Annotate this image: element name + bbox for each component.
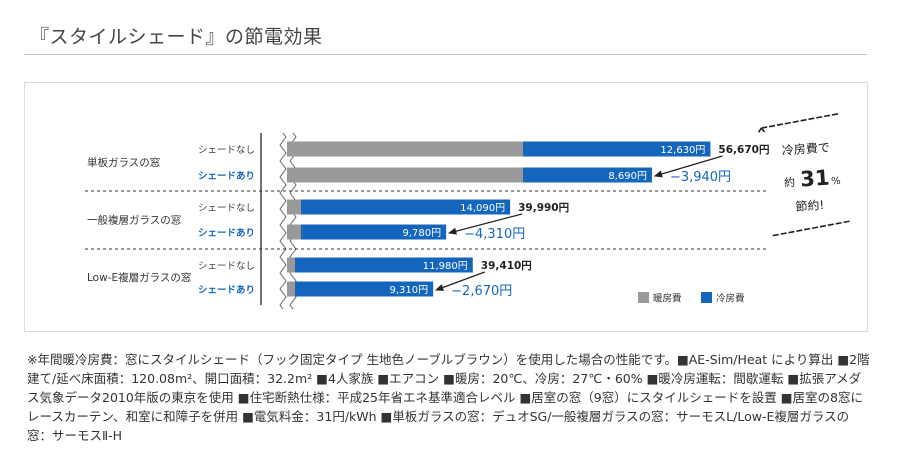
heating-bar: [287, 199, 301, 215]
chart-panel: 単板ガラスの窓 シェードなし 12,630円 56,670円 シェードあり 8,690円 −…: [24, 82, 868, 332]
savings-arrow: [447, 213, 523, 235]
cooling-value-label: 11,980円: [423, 261, 468, 272]
footnote: ※年間暖冷房費：窓にスタイルシェード（フック固定タイプ 生地色ノーブルブラウン）…: [27, 352, 870, 443]
page-title: 『スタイルシェード』の節電効果: [30, 26, 323, 48]
callout-number: 31: [799, 166, 830, 192]
legend-swatch: [638, 292, 649, 303]
cooling-bar: [523, 141, 711, 157]
title-divider: [24, 54, 867, 55]
savings-amount-label: −4,310円: [464, 227, 525, 242]
legend-swatch: [701, 292, 712, 303]
group-label: 一般複層ガラスの窓: [87, 214, 181, 227]
savings-amount-label: −3,940円: [670, 170, 731, 185]
cooling-value-label: 9,780円: [402, 228, 441, 239]
cooling-bar: [301, 199, 511, 215]
axis-break-line-right: [289, 132, 297, 310]
heating-bar: [287, 167, 523, 183]
cooling-value-label: 12,630円: [660, 145, 705, 156]
callout-line1: 冷房費で: [781, 139, 830, 157]
cooling-value-label: 14,090円: [460, 203, 505, 214]
legend-label: 暖房費: [653, 293, 682, 305]
row-label: シェードあり: [198, 227, 255, 239]
heating-bar: [287, 141, 523, 157]
heating-bar: [287, 224, 301, 240]
savings-arrow: [435, 271, 485, 291]
heating-bar: [287, 257, 295, 273]
legend-label: 冷房費: [716, 293, 745, 305]
total-cost-label: 56,670円: [718, 144, 769, 156]
row-label: シェードあり: [198, 284, 255, 296]
callout-border-bottom: [772, 220, 851, 237]
total-cost-label: 39,990円: [518, 202, 569, 214]
total-cost-label: 39,410円: [481, 260, 532, 272]
callout-unit: %: [831, 176, 841, 188]
savings-amount-label: −2,670円: [451, 284, 512, 299]
cooling-value-label: 9,310円: [390, 285, 429, 296]
callout-line3: 節約!: [795, 197, 825, 214]
cooling-value-label: 8,690円: [608, 171, 647, 182]
cooling-bar: [301, 224, 447, 240]
axis-break-line-left: [279, 132, 287, 310]
callout-prefix: 約: [784, 175, 796, 190]
group-label: 単板ガラスの窓: [87, 156, 160, 169]
row-label: シェードなし: [198, 203, 255, 214]
cooling-bar: [295, 281, 434, 297]
savings-arrow: [653, 155, 723, 178]
group-label: Low-E複層ガラスの窓: [87, 271, 191, 284]
cooling-bar: [523, 167, 652, 183]
row-label: シェードなし: [198, 145, 255, 156]
heating-bar: [287, 281, 295, 297]
row-label: シェードなし: [198, 261, 255, 272]
row-label: シェードあり: [198, 170, 255, 182]
callout-border-top: [757, 112, 839, 133]
cooling-bar: [295, 257, 473, 273]
